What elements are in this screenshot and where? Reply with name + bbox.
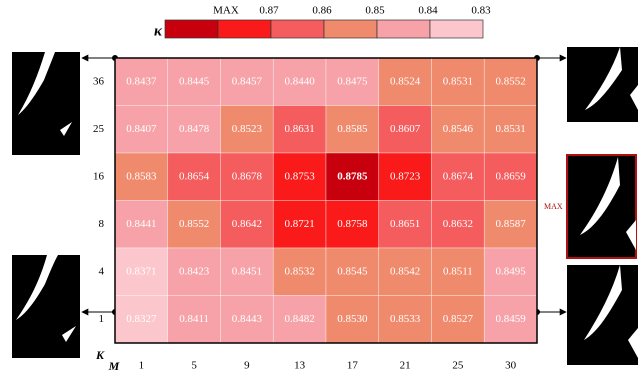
chart: MAX κ K M MAX 0.87 0.86 0.85 0.84 0.83 0.8437 0… — [0, 0, 638, 371]
x-tick-label: 5 — [191, 360, 197, 371]
cell-label: 0.8523 — [232, 123, 263, 135]
legend-swatch — [218, 20, 271, 38]
legend-label: 0.87 — [259, 5, 279, 17]
cell-label: 0.8371 — [126, 265, 156, 277]
cell-label: 0.8451 — [232, 265, 262, 277]
cell-label: 0.8552 — [179, 218, 209, 230]
legend-label: 0.86 — [312, 5, 332, 17]
cell-label: 0.8531 — [496, 123, 526, 135]
cell-label: 0.8607 — [390, 123, 421, 135]
x-tick-label: 30 — [505, 360, 517, 371]
cell-label: 0.8651 — [390, 218, 420, 230]
x-tick-label: 1 — [139, 360, 145, 371]
cell-label: 0.8524 — [390, 75, 421, 87]
cell-label: 0.8659 — [496, 170, 527, 182]
cell-label: 0.8587 — [496, 218, 527, 230]
cell-label: 0.8532 — [285, 265, 315, 277]
cell-label: 0.8542 — [390, 265, 420, 277]
legend-swatch — [165, 20, 218, 38]
legend-title: κ — [154, 23, 163, 39]
cell-label: 0.8495 — [496, 265, 527, 277]
legend-label: MAX — [213, 5, 239, 17]
y-tick-label: 1 — [99, 313, 105, 325]
satellite-image — [567, 47, 638, 122]
cell-label: 0.8478 — [179, 123, 210, 135]
satellite-image-max — [567, 155, 636, 258]
cell-label: 0.8437 — [126, 75, 157, 87]
legend-swatch — [377, 20, 430, 38]
legend-swatch — [324, 20, 377, 38]
x-tick-label: 21 — [400, 360, 411, 371]
legend-swatch — [271, 20, 324, 38]
cell-label: 0.8545 — [337, 265, 368, 277]
cell-label: 0.8457 — [232, 75, 263, 87]
cell-label: 0.8459 — [496, 313, 527, 325]
cell-label: 0.8441 — [126, 218, 156, 230]
cell-label: 0.8423 — [179, 265, 210, 277]
cell-label: 0.8407 — [126, 123, 157, 135]
cell-label: 0.8445 — [179, 75, 210, 87]
satellite-image — [12, 255, 80, 358]
cell-label: 0.8753 — [285, 170, 316, 182]
legend-label: 0.83 — [471, 5, 491, 17]
cell-label: 0.8511 — [443, 265, 473, 277]
x-axis-label: M — [108, 359, 120, 371]
cell-label: 0.8411 — [179, 313, 209, 325]
cell-label: 0.8674 — [443, 170, 474, 182]
cell-label: 0.8654 — [179, 170, 210, 182]
x-tick-label: 25 — [452, 360, 464, 371]
legend-swatch — [430, 20, 483, 38]
cell-label: 0.8475 — [337, 75, 368, 87]
cell-label: 0.8583 — [126, 170, 157, 182]
max-annotation: MAX — [544, 202, 563, 211]
cell-label: 0.8631 — [285, 123, 315, 135]
satellite-image — [567, 265, 638, 365]
cell-label: 0.8723 — [390, 170, 421, 182]
y-tick-label: 36 — [93, 75, 105, 87]
cell-label: 0.8482 — [285, 313, 315, 325]
y-tick-label: 4 — [99, 265, 105, 277]
y-tick-label: 25 — [93, 123, 105, 135]
cell-label: 0.8327 — [126, 313, 157, 325]
satellite-image — [12, 52, 80, 155]
cell-label: 0.8632 — [443, 218, 473, 230]
cell-label: 0.8533 — [390, 313, 421, 325]
cell-label: 0.8443 — [232, 313, 263, 325]
y-tick-label: 16 — [93, 170, 105, 182]
x-tick-label: 17 — [347, 360, 359, 371]
cell-label: 0.8527 — [443, 313, 474, 325]
cell-label: 0.8758 — [337, 218, 368, 230]
legend-label: 0.84 — [418, 5, 438, 17]
cell-label: 0.8546 — [443, 123, 474, 135]
cell-label: 0.8552 — [496, 75, 526, 87]
y-tick-label: 8 — [99, 218, 105, 230]
x-tick-label: 9 — [244, 360, 250, 371]
cell-label: 0.8530 — [337, 313, 368, 325]
cell-label: 0.8642 — [232, 218, 262, 230]
cell-label: 0.8585 — [337, 123, 368, 135]
cell-label: 0.8785 — [337, 170, 368, 182]
y-axis-label: K — [95, 348, 105, 362]
cell-label: 0.8440 — [285, 75, 316, 87]
x-tick-label: 13 — [294, 360, 306, 371]
legend-label: 0.85 — [365, 5, 385, 17]
cell-label: 0.8721 — [285, 218, 315, 230]
cell-label: 0.8678 — [232, 170, 263, 182]
cell-label: 0.8531 — [443, 75, 473, 87]
